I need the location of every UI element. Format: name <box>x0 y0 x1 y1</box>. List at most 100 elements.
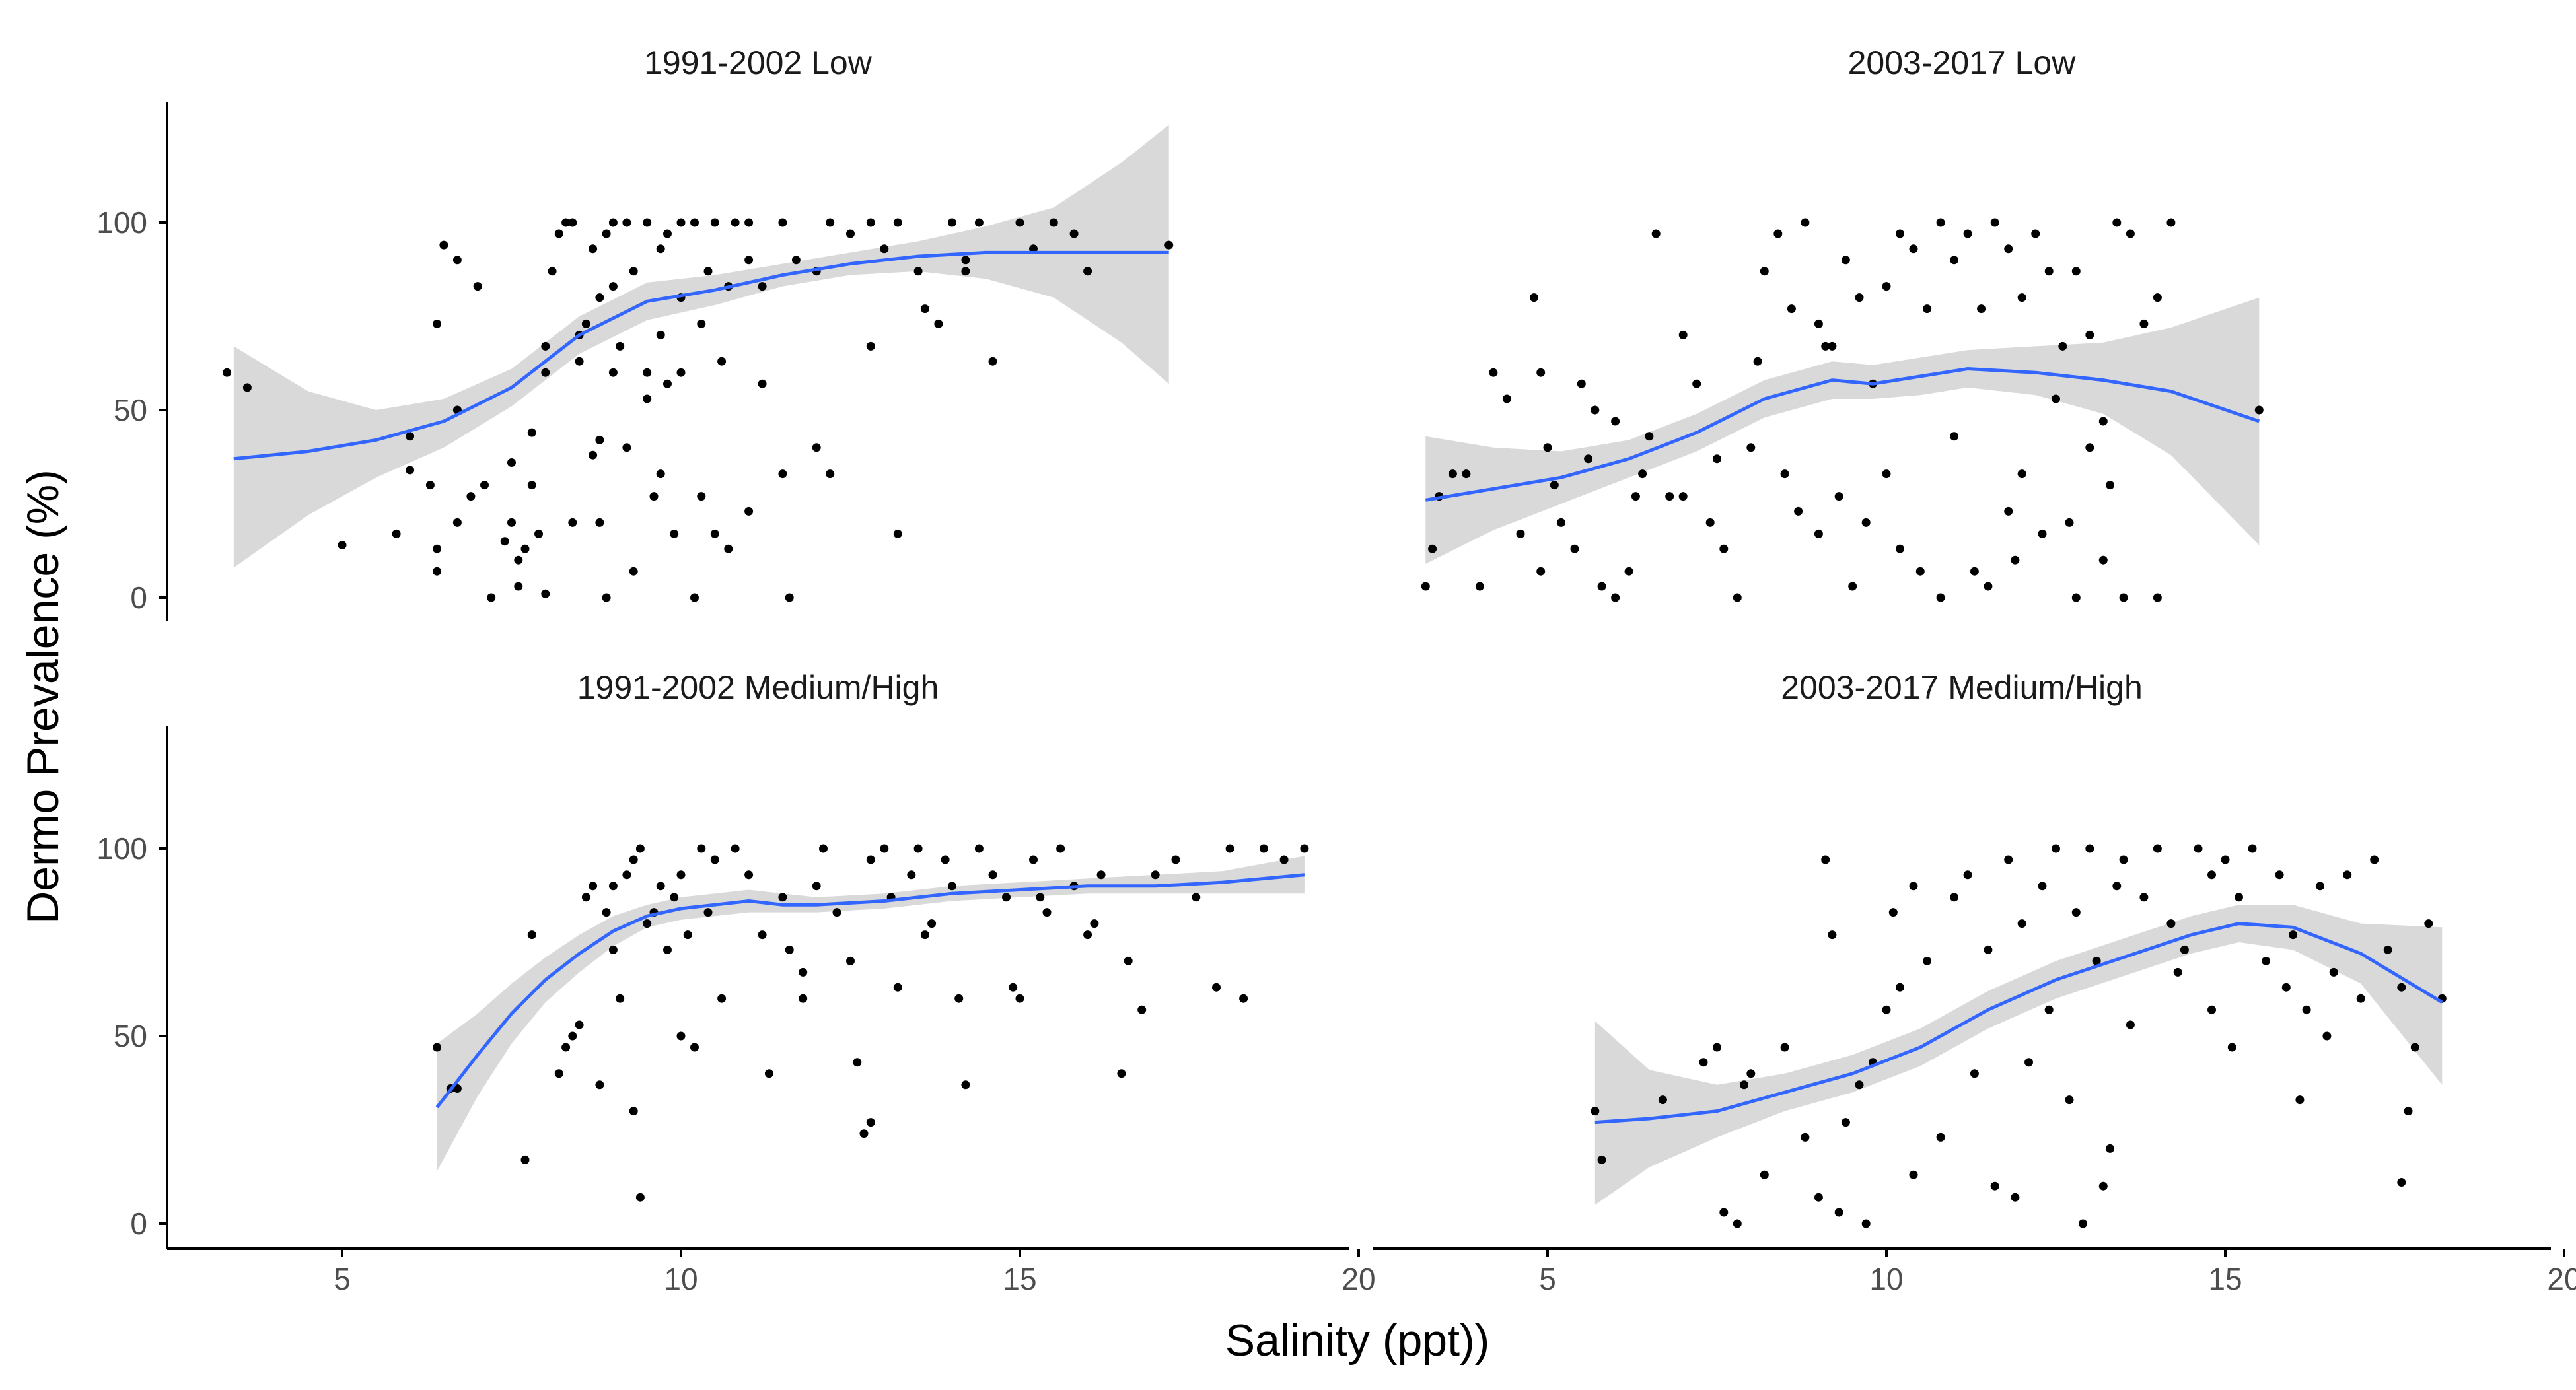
data-point <box>1950 432 1959 441</box>
data-point <box>1950 893 1959 902</box>
data-point <box>2092 956 2101 965</box>
data-point <box>1780 1043 1789 1052</box>
data-point <box>473 282 482 291</box>
data-point <box>1753 357 1762 366</box>
data-point <box>554 1069 563 1078</box>
data-point <box>581 319 590 328</box>
data-point <box>1990 218 1999 227</box>
data-point <box>1151 870 1160 880</box>
data-point <box>1475 582 1484 591</box>
data-point <box>758 379 767 388</box>
x-tick-label: 20 <box>2547 1262 2576 1296</box>
data-point <box>595 1080 604 1090</box>
data-point <box>2153 293 2162 302</box>
data-point <box>2139 893 2149 902</box>
data-point <box>1760 267 1769 276</box>
y-tick-label: 50 <box>114 1019 147 1053</box>
data-point <box>703 908 713 917</box>
data-point <box>1171 855 1180 864</box>
data-point <box>656 244 665 254</box>
data-point <box>595 518 604 527</box>
data-point <box>1550 481 1559 490</box>
data-point <box>2017 293 2026 302</box>
data-point <box>2410 1043 2419 1052</box>
data-point <box>1137 1005 1147 1014</box>
data-point <box>1923 304 1932 314</box>
data-point <box>2221 855 2230 864</box>
data-point <box>676 1031 686 1041</box>
data-point <box>1049 218 1058 227</box>
data-point <box>1773 229 1783 238</box>
data-point <box>575 357 584 366</box>
data-point <box>629 267 638 276</box>
data-point <box>656 469 665 479</box>
data-point <box>1658 1095 1667 1105</box>
x-tick-label: 15 <box>2208 1262 2242 1296</box>
data-point <box>643 218 652 227</box>
data-point <box>1090 919 1099 928</box>
confidence-band <box>1594 905 2443 1205</box>
data-point <box>866 855 875 864</box>
data-point <box>2017 469 2026 479</box>
data-point <box>568 518 577 527</box>
data-point <box>913 267 923 276</box>
data-point <box>595 435 604 444</box>
x-axis-title: Salinity (ppt)) <box>1225 1315 1490 1366</box>
data-point <box>920 304 929 314</box>
data-point <box>480 481 489 490</box>
data-point <box>988 357 997 366</box>
data-point <box>1801 218 1810 227</box>
data-point <box>1821 341 1830 351</box>
data-point <box>859 1129 869 1138</box>
data-point <box>452 256 462 265</box>
data-point <box>1631 492 1640 501</box>
data-point <box>866 1118 875 1127</box>
data-point <box>1990 1181 1999 1191</box>
data-point <box>1909 882 1918 891</box>
data-point <box>2119 593 2128 602</box>
data-point <box>1896 983 1904 992</box>
data-point <box>1117 1069 1126 1078</box>
y-tick-label: 0 <box>130 580 147 615</box>
x-tick-label: 10 <box>1869 1262 1903 1296</box>
data-point <box>758 930 767 940</box>
x-tick-label: 5 <box>334 1262 351 1296</box>
data-point <box>1584 454 1593 464</box>
data-point <box>541 341 550 351</box>
data-point <box>635 1193 645 1202</box>
data-point <box>433 567 442 576</box>
data-point <box>1009 983 1018 992</box>
data-point <box>913 844 923 853</box>
data-point <box>2370 855 2379 864</box>
data-point <box>670 529 679 538</box>
data-point <box>602 908 611 917</box>
data-point <box>338 541 347 549</box>
smooth-line <box>1425 366 2260 502</box>
data-point <box>744 256 754 265</box>
data-point <box>954 994 964 1003</box>
data-point <box>2397 983 2406 992</box>
data-point <box>1841 256 1850 265</box>
data-point <box>2079 1219 2087 1228</box>
data-point <box>554 229 563 238</box>
data-point <box>1814 529 1823 538</box>
data-point <box>2031 229 2040 238</box>
data-point <box>507 458 516 467</box>
data-point <box>433 1043 442 1052</box>
data-point <box>2227 1043 2236 1052</box>
data-point <box>1462 469 1471 479</box>
data-point <box>2153 844 2162 853</box>
data-point <box>724 544 733 553</box>
data-point <box>1557 518 1565 527</box>
data-point <box>1015 218 1024 227</box>
data-point <box>1801 1132 1810 1142</box>
data-point <box>452 518 462 527</box>
data-point <box>629 567 638 576</box>
data-point <box>2126 229 2135 238</box>
data-point <box>1651 229 1661 238</box>
data-point <box>1787 304 1796 314</box>
data-point <box>608 368 618 377</box>
data-point <box>514 555 523 565</box>
data-point <box>744 870 754 880</box>
data-point <box>853 1058 862 1067</box>
